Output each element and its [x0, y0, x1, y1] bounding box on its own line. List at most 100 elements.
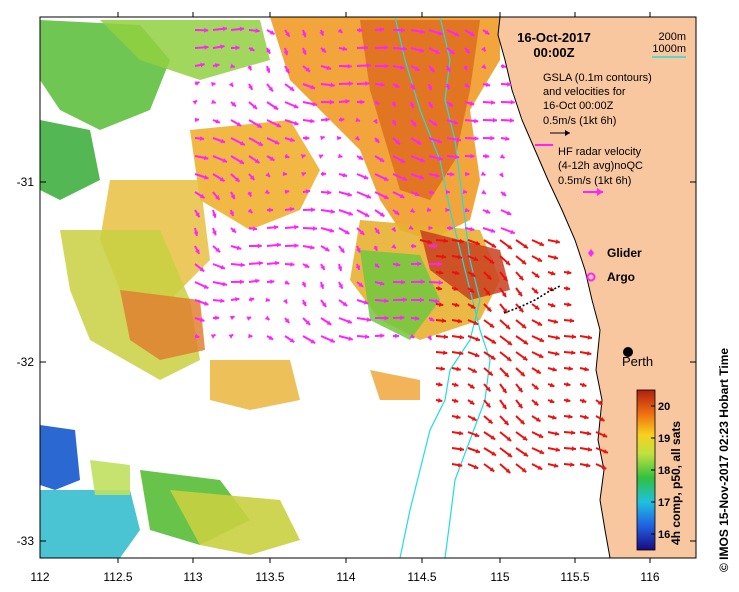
- gsla-velocity-arrow: [467, 463, 479, 470]
- hf-velocity-arrow: [248, 28, 260, 34]
- gsla-velocity-arrow: [563, 302, 572, 307]
- hf-velocity-arrow: [320, 335, 336, 343]
- hf-velocity-arrow: [374, 298, 389, 304]
- gsla-velocity-arrow: [531, 447, 545, 455]
- hf-velocity-arrow: [284, 137, 295, 143]
- gsla-velocity-arrow: [451, 270, 460, 276]
- hf-velocity-arrow: [338, 46, 348, 52]
- hf-velocity-arrow: [392, 137, 401, 145]
- hf-velocity-arrow: [302, 207, 316, 213]
- gsla-velocity-arrow: [435, 302, 444, 307]
- hf-velocity-arrow: [301, 29, 307, 38]
- hf-velocity-arrow: [464, 101, 475, 106]
- hf-velocity-arrow: [446, 225, 454, 231]
- hf-velocity-arrow: [338, 245, 346, 254]
- gsla-velocity-arrow: [547, 367, 558, 372]
- hf-velocity-arrow: [392, 155, 406, 164]
- gsla-velocity-arrow: [531, 351, 544, 359]
- hf-velocity-arrow: [212, 298, 225, 304]
- hf-velocity-arrow: [500, 63, 507, 69]
- hf-velocity-arrow: [247, 191, 253, 197]
- x-tick-label: 116: [640, 570, 659, 584]
- gsla-velocity-arrow: [467, 255, 479, 262]
- gsla-velocity-arrow: [499, 383, 508, 394]
- gsla-velocity-arrow: [451, 238, 465, 244]
- hf-velocity-arrow: [356, 27, 363, 33]
- hf-velocity-arrow: [230, 119, 242, 127]
- hf-velocity-arrow: [410, 29, 425, 34]
- gsla-velocity-arrow: [515, 383, 524, 393]
- gsla-velocity-arrow: [595, 415, 605, 422]
- gsla-velocity-arrow: [563, 270, 572, 275]
- hf-velocity-arrow: [391, 101, 397, 108]
- hf-velocity-arrow: [284, 119, 299, 126]
- hf-velocity-arrow: [428, 280, 443, 285]
- gsla-velocity-arrow: [547, 255, 559, 260]
- hf-velocity-arrow: [337, 263, 343, 272]
- hf-velocity-arrow: [194, 27, 209, 33]
- gsla-velocity-arrow: [435, 254, 447, 260]
- hf-velocity-arrow: [428, 189, 435, 195]
- glider-track: [503, 285, 561, 314]
- gsla-legend-line-2: and velocities for: [543, 86, 626, 98]
- hf-velocity-arrow: [248, 226, 258, 232]
- gsla-velocity-arrow: [451, 398, 459, 403]
- hf-velocity-arrow: [428, 119, 438, 127]
- hf-velocity-arrow: [482, 117, 498, 123]
- hf-velocity-arrow: [464, 136, 479, 141]
- hf-velocity-arrow: [500, 99, 515, 105]
- gsla-velocity-arrow: [483, 271, 492, 281]
- gsla-velocity-arrow: [435, 350, 448, 356]
- hf-velocity-arrow: [266, 47, 271, 55]
- hf-velocity-arrow: [302, 118, 315, 124]
- hf-velocity-arrow: [266, 279, 275, 285]
- hf-velocity-arrow: [266, 207, 274, 213]
- hf-velocity-arrow: [355, 117, 361, 123]
- hf-radar-arrows: [192, 26, 516, 345]
- gsla-velocity-arrow: [563, 382, 571, 387]
- hf-velocity-arrow: [230, 296, 240, 302]
- hf-velocity-arrow: [248, 46, 255, 52]
- colorbar-tick-label: 17: [658, 497, 670, 509]
- hf-velocity-arrow: [391, 243, 397, 250]
- gsla-velocity-arrow: [579, 350, 592, 356]
- hf-velocity-arrow: [320, 227, 335, 233]
- isobath-200m: [399, 17, 481, 558]
- hf-velocity-arrow: [410, 137, 422, 145]
- sst-patch: [190, 120, 320, 230]
- gsla-velocity-arrow: [499, 415, 510, 426]
- gsla-velocity-arrow: [467, 319, 479, 326]
- hf-velocity-arrow: [356, 173, 369, 180]
- hf-velocity-arrow: [211, 81, 216, 87]
- hf-velocity-arrow: [194, 44, 209, 50]
- hf-velocity-arrow: [284, 83, 295, 92]
- hf-velocity-arrow: [499, 153, 506, 159]
- hf-velocity-arrow: [212, 245, 221, 253]
- hf-velocity-arrow: [212, 227, 217, 236]
- y-axis: -31 -32 -33: [17, 175, 696, 548]
- hf-velocity-arrow: [194, 299, 209, 306]
- hf-velocity-arrow: [410, 47, 425, 53]
- isobath-label-200m: 200m: [658, 31, 686, 43]
- gsla-velocity-arrow: [467, 367, 478, 374]
- hf-velocity-arrow: [374, 100, 380, 106]
- hf-velocity-arrow: [284, 224, 299, 230]
- hf-velocity-arrow: [302, 244, 315, 250]
- gsla-velocity-arrow: [531, 383, 540, 391]
- hf-velocity-arrow: [248, 173, 256, 181]
- hf-velocity-arrow: [283, 47, 289, 56]
- gsla-velocity-arrow: [451, 414, 461, 420]
- gsla-velocity-arrow: [451, 286, 459, 291]
- hf-velocity-arrow: [428, 173, 440, 178]
- sst-patch: [420, 230, 510, 300]
- hf-velocity-arrow: [248, 333, 253, 339]
- gsla-velocity-arrow: [515, 447, 529, 457]
- gsla-velocity-arrow: [451, 302, 460, 308]
- hf-velocity-arrow: [356, 191, 372, 199]
- sst-patch: [40, 425, 80, 490]
- gsla-velocity-arrow: [499, 335, 513, 346]
- hf-velocity-arrow: [248, 119, 263, 129]
- gsla-velocity-arrow: [563, 398, 571, 403]
- hf-velocity-arrow: [392, 83, 400, 89]
- hf-velocity-arrow: [428, 298, 440, 304]
